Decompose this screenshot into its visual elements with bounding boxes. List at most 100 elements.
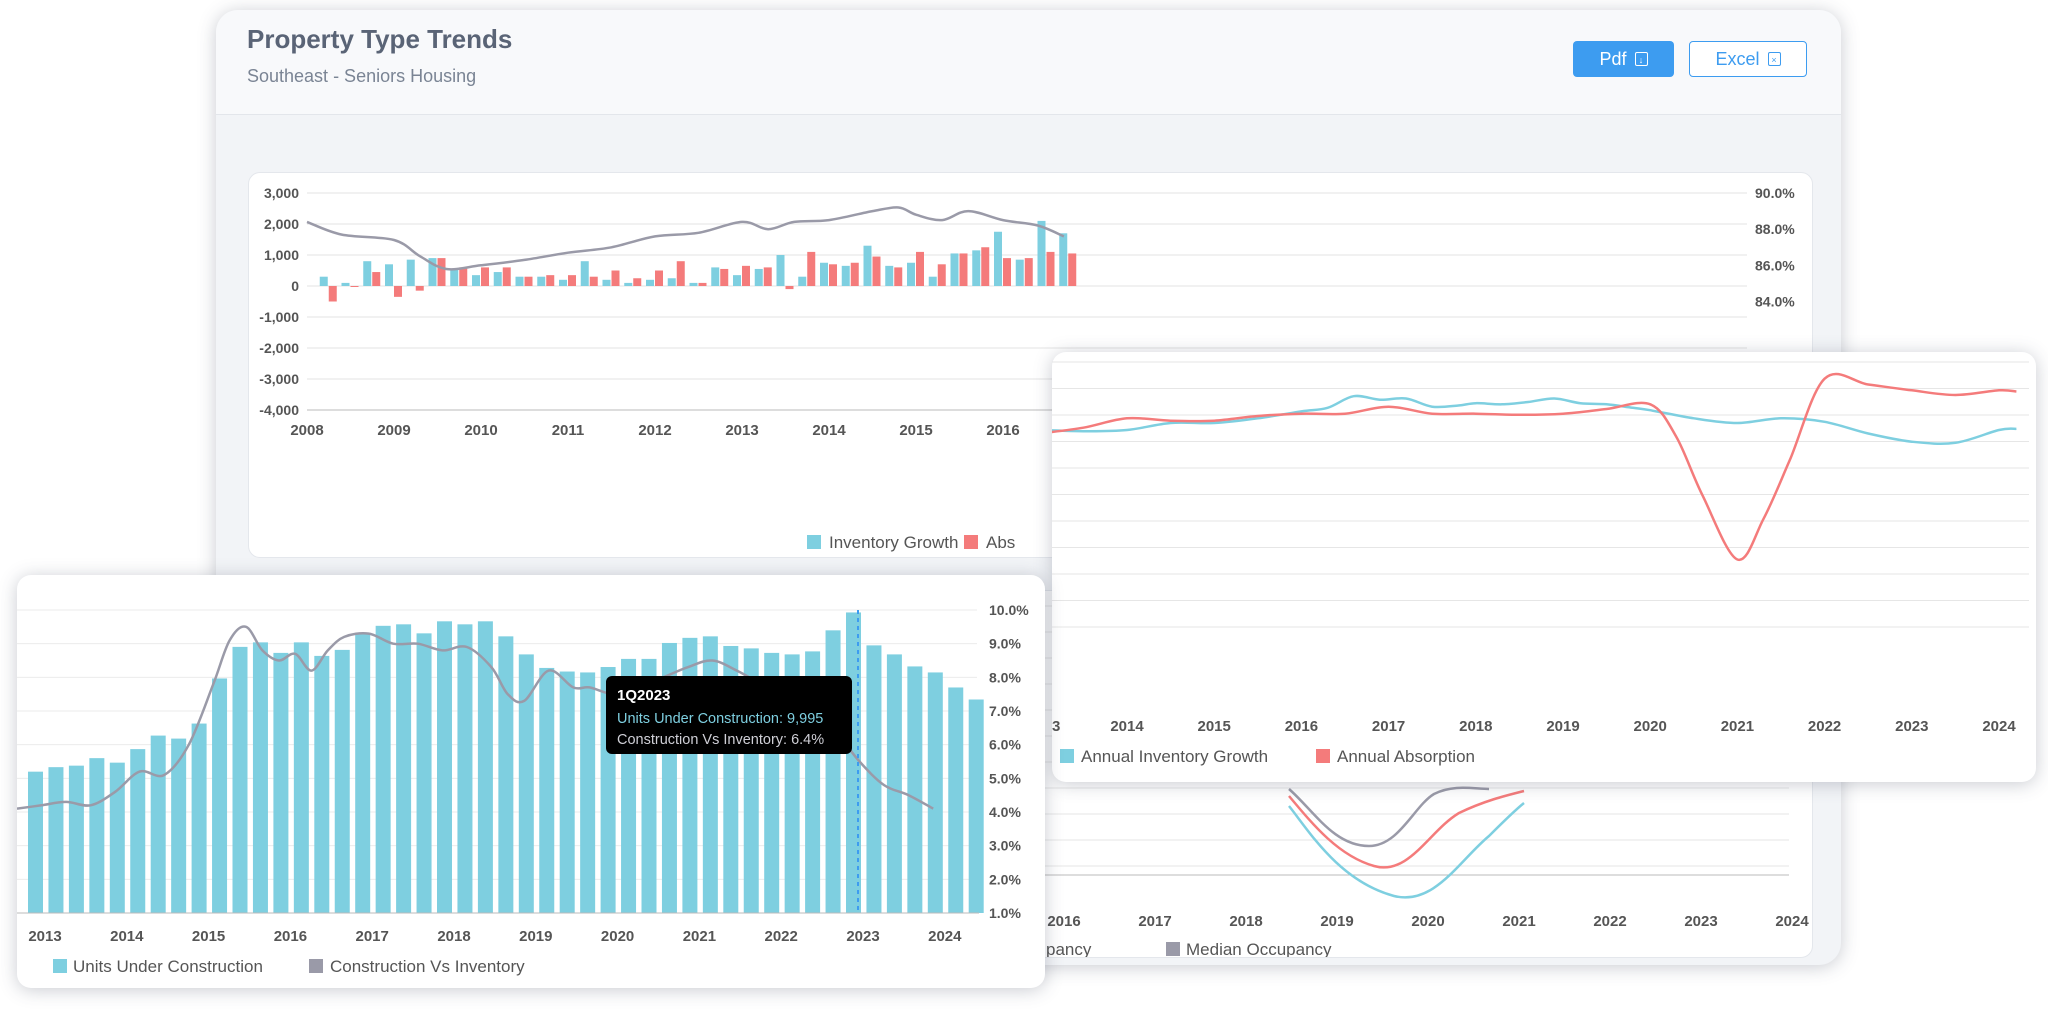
x-axis-tick-label: 2013 bbox=[725, 422, 758, 439]
x-axis-tick-label: 2016 bbox=[1285, 718, 1318, 735]
units-under-construction-bar bbox=[314, 655, 330, 913]
absorption-bar bbox=[546, 275, 555, 286]
x-axis-tick-label: 2013 bbox=[28, 928, 61, 945]
y2-axis-tick-label: 6.0% bbox=[989, 737, 1021, 753]
absorption-bar bbox=[589, 276, 598, 286]
units-under-construction-bar bbox=[130, 749, 146, 913]
x-axis-tick-label: 2016 bbox=[274, 928, 307, 945]
units-under-construction-bar bbox=[191, 723, 207, 913]
legend-label-units-under-construction: Units Under Construction bbox=[73, 957, 263, 976]
x-axis-tick-label: 2021 bbox=[1502, 913, 1535, 930]
units-under-construction-bar bbox=[68, 765, 84, 913]
inventory-growth-bar bbox=[406, 259, 415, 286]
absorption-bar bbox=[372, 272, 381, 286]
inventory-growth-bar bbox=[733, 275, 741, 286]
units-under-construction-bar bbox=[498, 636, 514, 913]
inventory-growth-bar bbox=[928, 276, 937, 286]
inventory-growth-bar bbox=[950, 253, 959, 286]
legend-label-median-occupancy: Median Occupancy bbox=[1186, 940, 1332, 957]
units-under-construction-bar bbox=[580, 672, 596, 913]
inventory-growth-bar bbox=[472, 275, 480, 286]
annual-growth-absorption-chart: 3 2014 2015 2016 2017 2018 2019 2020 2021 2022 202… bbox=[1039, 361, 2029, 766]
occupancy-series-line bbox=[1288, 802, 1525, 899]
x-axis-tick-label: 2018 bbox=[1459, 718, 1492, 735]
inventory-growth-bar bbox=[885, 265, 894, 286]
y-axis-tick-label: -4,000 bbox=[259, 402, 299, 418]
absorption-bar bbox=[655, 270, 663, 286]
absorption-bar bbox=[502, 267, 511, 286]
absorption-bar bbox=[524, 276, 533, 286]
y2-axis-tick-label: 2.0% bbox=[989, 871, 1021, 887]
inventory-growth-bar bbox=[820, 262, 828, 286]
x-axis-tick-label: 2016 bbox=[1047, 913, 1080, 930]
inventory-growth-bar bbox=[385, 264, 393, 286]
units-under-construction-bar bbox=[866, 645, 882, 913]
inventory-growth-bar bbox=[994, 231, 1002, 286]
y-axis-tick-label: -3,000 bbox=[259, 371, 299, 387]
inventory-growth-bar bbox=[341, 282, 350, 286]
absorption-bar bbox=[415, 286, 424, 291]
absorption-bar bbox=[785, 286, 794, 290]
pdf-file-icon: ↓ bbox=[1634, 52, 1648, 66]
absorption-bar bbox=[937, 264, 946, 286]
occupancy-chart: 2016 2017 2018 2019 2020 2021 2022 2023 2024 panc… bbox=[1039, 605, 1809, 959]
units-under-construction-bar bbox=[252, 642, 268, 913]
legend-swatch-absorption bbox=[964, 535, 978, 549]
units-under-construction-bar bbox=[457, 624, 473, 913]
absorption-bar bbox=[568, 275, 576, 286]
units-under-construction-bar bbox=[273, 652, 289, 913]
inventory-growth-bar bbox=[754, 268, 763, 286]
y2-axis-tick-label: 4.0% bbox=[989, 804, 1021, 820]
x-axis-tick-label: 2011 bbox=[552, 422, 585, 439]
x-axis-tick-label: 2018 bbox=[1229, 913, 1262, 930]
inventory-growth-bar bbox=[602, 279, 611, 286]
absorption-bar bbox=[981, 247, 990, 286]
absorption-bar bbox=[611, 270, 620, 286]
inventory-growth-bar bbox=[1059, 233, 1068, 286]
legend-label-annual-inventory-growth: Annual Inventory Growth bbox=[1081, 747, 1268, 766]
units-under-construction-bar bbox=[48, 767, 64, 913]
inventory-growth-bar bbox=[559, 279, 567, 286]
x-axis-tick-label: 2019 bbox=[1546, 718, 1579, 735]
x-axis-tick-label: 2010 bbox=[464, 422, 497, 439]
y2-axis-tick-label: 86.0% bbox=[1755, 257, 1795, 273]
construction-card: 10.0% 9.0% 8.0% 7.0% 6.0% 5.0% 4.0% 3.0% 2.0% 1.0… bbox=[16, 575, 1045, 988]
y-axis-tick-label: -2,000 bbox=[259, 340, 299, 356]
x-axis-tick-label: 2024 bbox=[1775, 913, 1809, 930]
y2-axis-tick-label: 5.0% bbox=[989, 770, 1021, 786]
x-axis-tick-label: 2017 bbox=[1138, 913, 1171, 930]
legend-swatch-annual-inventory-growth bbox=[1060, 749, 1074, 763]
inventory-growth-bar bbox=[972, 250, 981, 286]
absorption-bar bbox=[459, 267, 468, 286]
units-under-construction-bar bbox=[89, 758, 105, 913]
x-axis-tick-label: 2017 bbox=[356, 928, 389, 945]
absorption-bar bbox=[720, 268, 729, 286]
absorption-bar bbox=[394, 286, 402, 297]
units-under-construction-bar bbox=[416, 633, 432, 913]
x-axis-tick-label: 2023 bbox=[846, 928, 879, 945]
y2-axis-tick-label: 9.0% bbox=[989, 636, 1021, 652]
units-under-construction-bar bbox=[171, 738, 187, 913]
x-axis-tick-label: 2015 bbox=[1198, 718, 1231, 735]
absorption-bar bbox=[328, 286, 337, 302]
legend-label-occupancy: pancy bbox=[1046, 940, 1092, 957]
units-under-construction-bar bbox=[109, 762, 125, 913]
x-axis-tick-label: 2014 bbox=[812, 422, 846, 439]
inventory-growth-bar bbox=[798, 276, 807, 286]
x-axis-tick-label: 2018 bbox=[437, 928, 470, 945]
tooltip-line-units: Units Under Construction: 9,995 bbox=[617, 711, 823, 727]
absorption-bar bbox=[676, 261, 685, 286]
pdf-export-button[interactable]: Pdf ↓ bbox=[1573, 41, 1674, 77]
tooltip-line-ratio: Construction Vs Inventory: 6.4% bbox=[617, 732, 824, 748]
x-axis-tick-label: 2022 bbox=[1808, 718, 1841, 735]
excel-export-button[interactable]: Excel × bbox=[1689, 41, 1807, 77]
units-under-construction-bar bbox=[927, 672, 943, 913]
x-axis-tick-label: 2024 bbox=[1982, 718, 2016, 735]
y2-axis-tick-label: 7.0% bbox=[989, 703, 1021, 719]
inventory-growth-bar bbox=[493, 272, 502, 286]
x-axis-tick-label: 2022 bbox=[1593, 913, 1626, 930]
occupancy-line bbox=[306, 206, 1065, 271]
absorption-bar bbox=[763, 267, 772, 286]
absorption-bar bbox=[850, 262, 859, 286]
occupancy-series-line bbox=[1288, 789, 1525, 869]
